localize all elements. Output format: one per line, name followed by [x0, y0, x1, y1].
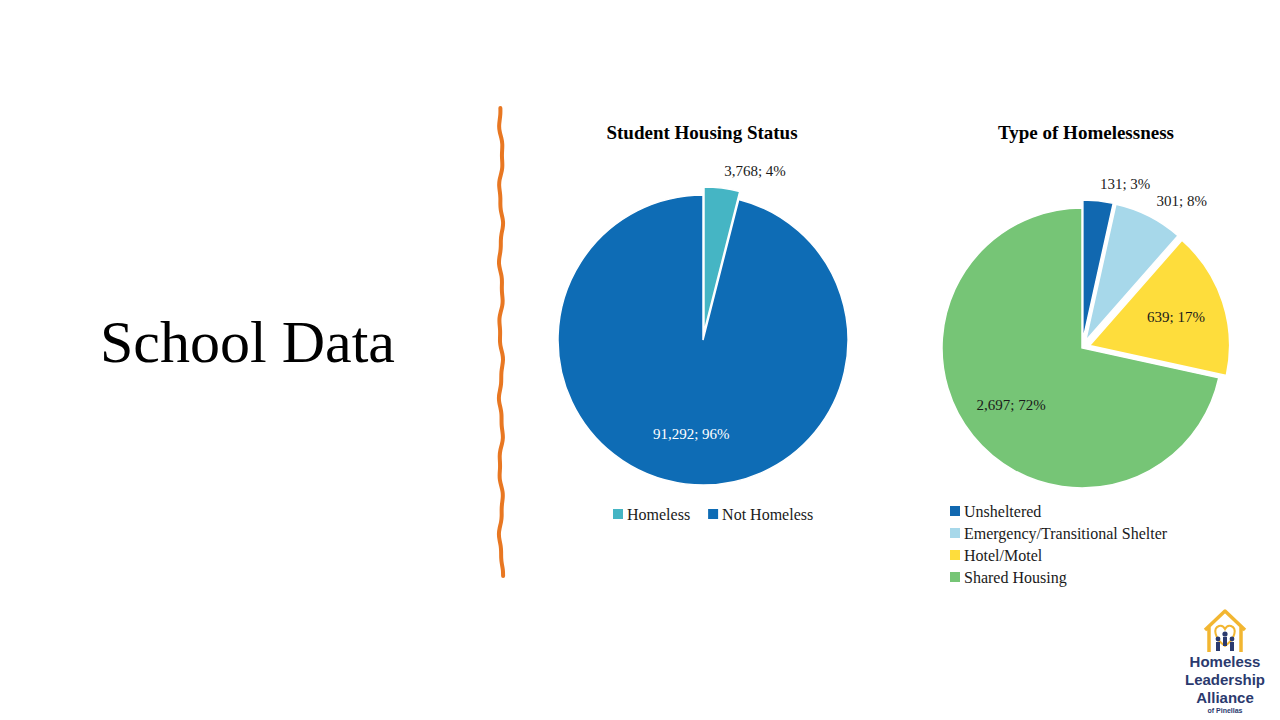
- legend-swatch: [708, 509, 718, 519]
- background: [0, 0, 1280, 720]
- chart-title: Type of Homelessness: [998, 122, 1174, 143]
- logo-text: Alliance: [1196, 689, 1254, 706]
- legend-item: Not Homeless: [708, 506, 813, 523]
- pie-chart: Student Housing Status 3,768; 4% 91,292; 9…: [558, 122, 848, 523]
- logo-subtext: of Pinellas: [1207, 707, 1242, 714]
- legend: Homeless Not Homeless: [613, 506, 813, 523]
- legend-label: Homeless: [627, 506, 690, 523]
- legend: Unsheltered Emergency/Transitional Shelte…: [950, 503, 1168, 587]
- data-label: 91,292; 96%: [653, 426, 730, 442]
- legend-item: Shared Housing: [950, 569, 1067, 587]
- slide-title: School Data: [100, 309, 395, 375]
- data-label: 2,697; 72%: [977, 397, 1046, 413]
- logo-text: Leadership: [1185, 671, 1265, 688]
- legend-label: Shared Housing: [964, 569, 1067, 587]
- legend-swatch: [950, 550, 960, 560]
- legend-label: Emergency/Transitional Shelter: [964, 525, 1168, 543]
- data-label: 639; 17%: [1147, 309, 1205, 325]
- legend-swatch: [950, 572, 960, 582]
- legend-swatch: [613, 509, 623, 519]
- legend-item: Homeless: [613, 506, 690, 523]
- logo-figure: [1223, 637, 1227, 646]
- legend-item: Hotel/Motel: [950, 547, 1043, 564]
- legend-label: Unsheltered: [964, 503, 1041, 520]
- logo-figure: [1230, 642, 1234, 651]
- data-label: 131; 3%: [1100, 176, 1150, 192]
- data-label: 301; 8%: [1157, 193, 1207, 209]
- slices: [558, 187, 848, 485]
- pie-chart: Type of Homelessness 131; 3% 301; 8% 639; 1…: [942, 122, 1230, 587]
- logo-house: [1205, 611, 1245, 652]
- logo-figure: [1216, 637, 1221, 642]
- legend-swatch: [950, 506, 960, 516]
- logo-figure: [1216, 642, 1220, 651]
- logo: HomelessLeadershipAllianceof Pinellas: [1185, 611, 1265, 714]
- legend-label: Hotel/Motel: [964, 547, 1043, 564]
- slide: School Data Student Housing Status 3,768; …: [0, 0, 1280, 720]
- slice: [942, 208, 1219, 488]
- slices: [942, 200, 1230, 488]
- legend-swatch: [950, 528, 960, 538]
- legend-item: Emergency/Transitional Shelter: [950, 525, 1168, 543]
- data-label: 3,768; 4%: [724, 163, 786, 179]
- legend-label: Not Homeless: [722, 506, 813, 523]
- slice: [558, 195, 848, 485]
- chart-title: Student Housing Status: [606, 122, 797, 143]
- legend-item: Unsheltered: [950, 503, 1041, 520]
- logo-figure: [1222, 631, 1227, 636]
- divider: [499, 108, 503, 576]
- logo-text: Homeless: [1190, 653, 1261, 670]
- logo-figure: [1230, 637, 1235, 642]
